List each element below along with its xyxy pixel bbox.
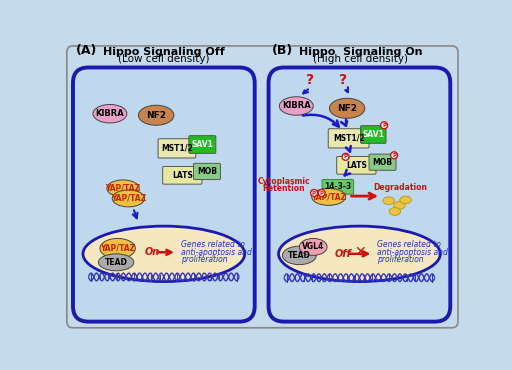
Text: Hippo Signaling Off: Hippo Signaling Off xyxy=(103,47,225,57)
FancyBboxPatch shape xyxy=(189,136,216,153)
Ellipse shape xyxy=(138,105,174,125)
Ellipse shape xyxy=(300,238,327,255)
Text: P: P xyxy=(344,154,348,159)
Text: YAP/TAZ: YAP/TAZ xyxy=(311,192,346,201)
Text: SAV1: SAV1 xyxy=(362,130,384,139)
Text: TEAD: TEAD xyxy=(104,258,127,267)
Text: (Low cell density): (Low cell density) xyxy=(118,54,209,64)
Text: (High cell density): (High cell density) xyxy=(313,54,409,64)
Text: On: On xyxy=(144,247,160,257)
Ellipse shape xyxy=(93,104,127,123)
Text: proliferation: proliferation xyxy=(181,256,227,265)
Ellipse shape xyxy=(400,196,412,204)
Circle shape xyxy=(391,152,397,159)
Text: LATS: LATS xyxy=(346,161,367,170)
Circle shape xyxy=(380,122,388,129)
Text: Off: Off xyxy=(335,249,352,259)
Circle shape xyxy=(318,189,325,196)
Text: ?: ? xyxy=(339,73,348,87)
Text: P: P xyxy=(312,191,316,195)
Ellipse shape xyxy=(312,188,346,205)
Text: ?: ? xyxy=(306,73,314,87)
Ellipse shape xyxy=(329,98,365,118)
Text: anti-apoptosis and: anti-apoptosis and xyxy=(181,248,252,257)
Text: NF2: NF2 xyxy=(146,111,166,120)
Text: MST1/2: MST1/2 xyxy=(333,134,365,143)
Text: LATS: LATS xyxy=(172,171,193,180)
Text: anti-apoptosis and: anti-apoptosis and xyxy=(377,248,448,257)
FancyBboxPatch shape xyxy=(67,46,458,328)
Text: TEAD: TEAD xyxy=(288,251,311,260)
Text: P: P xyxy=(392,153,396,158)
Text: P: P xyxy=(382,123,386,128)
Ellipse shape xyxy=(100,238,135,259)
Text: MOB: MOB xyxy=(197,167,217,176)
Text: ✕: ✕ xyxy=(354,245,366,259)
Ellipse shape xyxy=(83,226,245,282)
Text: Retention: Retention xyxy=(263,184,305,193)
Text: Cytoplasmic: Cytoplasmic xyxy=(258,177,310,186)
Ellipse shape xyxy=(98,254,134,271)
Text: (B): (B) xyxy=(272,44,293,57)
Text: NF2: NF2 xyxy=(337,104,357,113)
FancyBboxPatch shape xyxy=(194,164,221,179)
Text: VGL4: VGL4 xyxy=(302,242,324,251)
Ellipse shape xyxy=(112,190,144,207)
Text: MOB: MOB xyxy=(373,158,393,167)
FancyBboxPatch shape xyxy=(269,67,450,322)
FancyBboxPatch shape xyxy=(337,157,376,174)
Ellipse shape xyxy=(280,97,313,115)
FancyBboxPatch shape xyxy=(360,126,386,143)
Text: YAP/TAZ: YAP/TAZ xyxy=(105,184,141,193)
FancyBboxPatch shape xyxy=(163,166,202,184)
FancyBboxPatch shape xyxy=(369,154,396,170)
Text: Genes related to: Genes related to xyxy=(377,240,441,249)
Text: MST1/2: MST1/2 xyxy=(161,144,193,153)
Text: Degradation: Degradation xyxy=(373,183,427,192)
FancyBboxPatch shape xyxy=(158,139,196,158)
Text: (A): (A) xyxy=(76,44,97,57)
Text: proliferation: proliferation xyxy=(377,256,424,265)
Ellipse shape xyxy=(107,180,139,197)
Text: KIBRA: KIBRA xyxy=(282,101,311,111)
Text: Hippo  Signaling On: Hippo Signaling On xyxy=(299,47,423,57)
Ellipse shape xyxy=(394,202,405,209)
Text: SAV1: SAV1 xyxy=(191,140,214,149)
FancyBboxPatch shape xyxy=(328,129,369,148)
Text: KIBRA: KIBRA xyxy=(96,109,124,118)
FancyBboxPatch shape xyxy=(73,67,254,322)
Text: YAP/TAZ: YAP/TAZ xyxy=(111,194,146,203)
Ellipse shape xyxy=(383,197,394,205)
Circle shape xyxy=(342,153,349,160)
Circle shape xyxy=(310,189,317,196)
Text: P: P xyxy=(319,191,324,195)
FancyBboxPatch shape xyxy=(322,179,354,194)
Text: Genes related to: Genes related to xyxy=(181,240,245,249)
Text: 14-3-3: 14-3-3 xyxy=(324,182,351,191)
Ellipse shape xyxy=(389,208,400,215)
Text: YAP/TAZ: YAP/TAZ xyxy=(100,244,135,253)
Ellipse shape xyxy=(283,246,316,265)
Ellipse shape xyxy=(279,226,440,282)
